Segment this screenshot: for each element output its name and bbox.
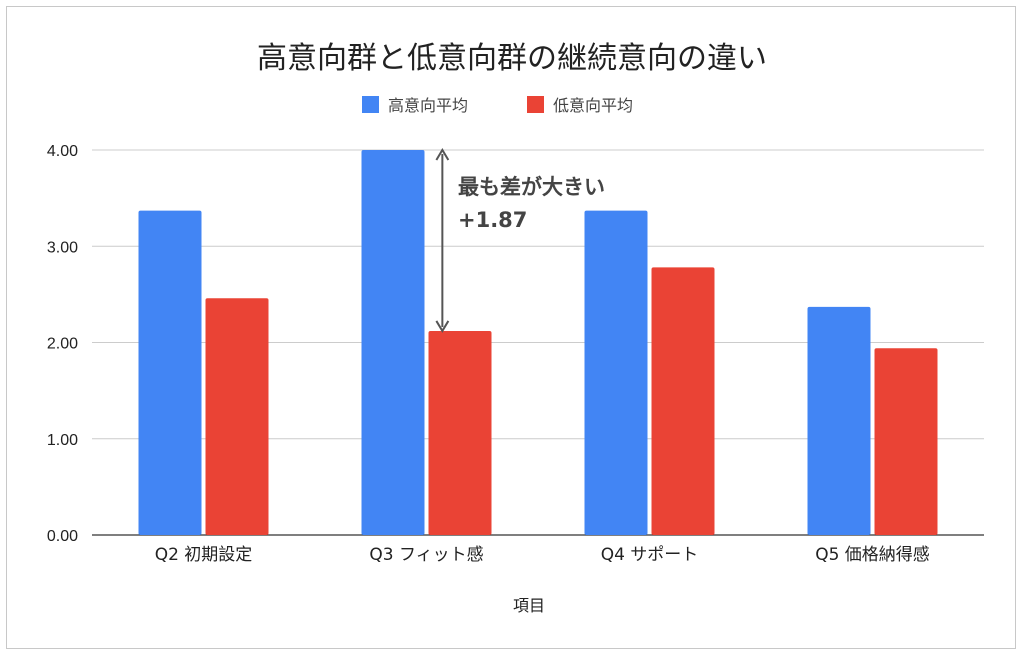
x-tick-label: Q2 初期設定 bbox=[155, 545, 253, 565]
bar-low bbox=[651, 267, 715, 535]
bars bbox=[138, 150, 938, 535]
bar-high bbox=[584, 210, 648, 535]
legend: 高意向平均 低意向平均 bbox=[362, 96, 633, 115]
y-tick-label: 1.00 bbox=[47, 432, 78, 449]
x-tick-label: Q4 サポート bbox=[601, 545, 699, 565]
x-axis-label: 項目 bbox=[513, 596, 545, 615]
legend-swatch-high bbox=[362, 96, 379, 113]
difference-arrow bbox=[435, 148, 450, 333]
annotation-text: 最も差が大きい bbox=[458, 175, 605, 199]
y-tick-label: 3.00 bbox=[47, 239, 78, 256]
y-tick-label: 0.00 bbox=[47, 528, 78, 545]
arrow-head-bottom bbox=[435, 320, 450, 333]
y-axis-ticks: 0.00 1.00 2.00 3.00 4.00 bbox=[47, 143, 78, 545]
bar-high bbox=[807, 306, 871, 535]
legend-label-low: 低意向平均 bbox=[553, 96, 633, 115]
bar-low bbox=[205, 298, 269, 535]
x-axis-categories: Q2 初期設定 Q3 フィット感 Q4 サポート Q5 価格納得感 bbox=[155, 545, 930, 565]
x-tick-label: Q5 価格納得感 bbox=[815, 545, 930, 565]
bar-low bbox=[428, 330, 492, 535]
bar-low bbox=[874, 348, 938, 535]
bar-high bbox=[361, 150, 425, 535]
y-tick-label: 4.00 bbox=[47, 143, 78, 160]
annotation-value: +1.87 bbox=[458, 208, 527, 232]
chart-title: 高意向群と低意向群の継続意向の違い bbox=[257, 41, 767, 76]
arrow-head-top bbox=[435, 148, 450, 161]
legend-swatch-low bbox=[527, 96, 544, 113]
y-tick-label: 2.00 bbox=[47, 336, 78, 353]
x-tick-label: Q3 フィット感 bbox=[369, 545, 483, 565]
bar-high bbox=[138, 210, 202, 535]
legend-label-high: 高意向平均 bbox=[388, 96, 468, 115]
